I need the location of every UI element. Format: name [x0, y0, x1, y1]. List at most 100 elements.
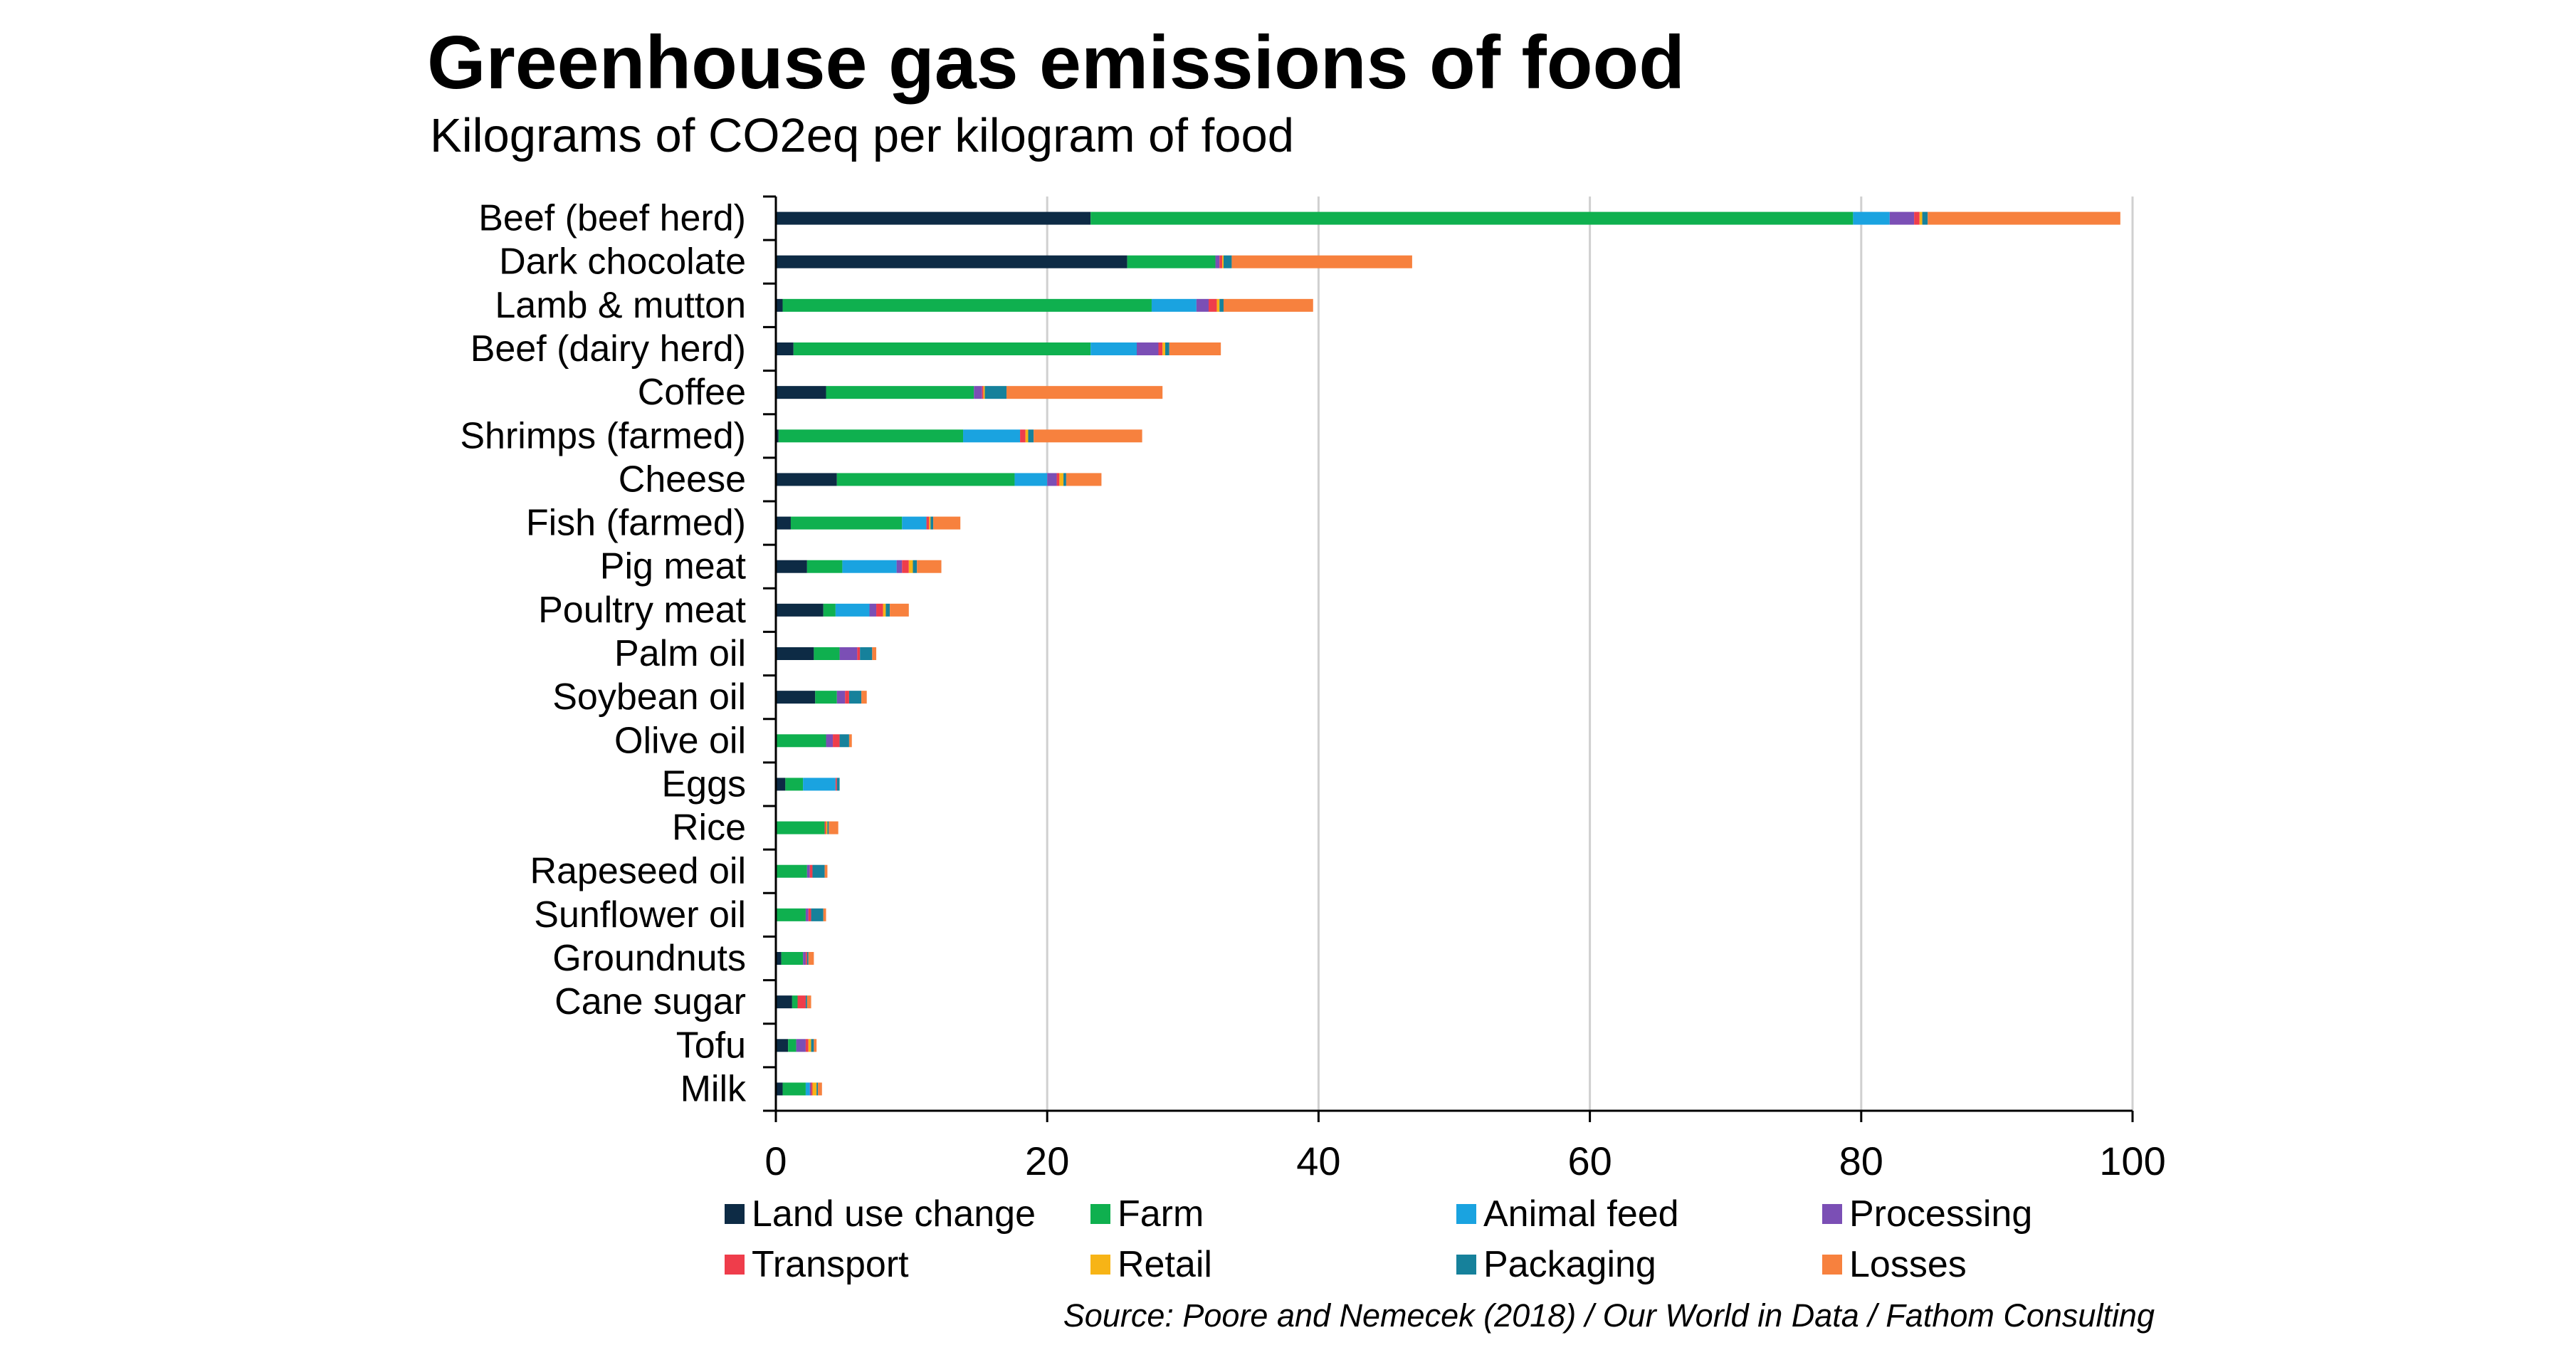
category-label: Shrimps (farmed): [460, 415, 746, 456]
bar-segment: [814, 647, 840, 660]
bar-segment: [1127, 255, 1216, 268]
bar-segment: [890, 603, 909, 617]
bar-segment: [788, 1039, 797, 1052]
bar-segment: [1090, 211, 1854, 225]
bar-segment: [842, 560, 897, 573]
bar-segment: [1136, 342, 1159, 355]
bar-segment: [885, 603, 890, 617]
bar-segment: [776, 342, 794, 355]
bar-segment: [793, 342, 1091, 355]
bar-segment: [824, 864, 828, 878]
bar-segment: [776, 908, 806, 921]
bar-segment: [1047, 473, 1057, 486]
bar-segment: [776, 473, 837, 486]
bar-segment: [781, 952, 804, 965]
bar-segment: [776, 386, 826, 399]
bar-segment: [861, 691, 867, 704]
bar-segment: [814, 1039, 817, 1052]
category-label: Cane sugar: [554, 981, 746, 1022]
bar-segment: [902, 516, 927, 530]
bar-segment: [811, 1039, 814, 1052]
category-label: Coffee: [638, 372, 746, 413]
bar-segment: [896, 560, 903, 573]
source-note: Source: Poore and Nemecek (2018) / Our W…: [1063, 1297, 2155, 1334]
bar-segment: [933, 516, 961, 530]
bar-segment: [806, 560, 843, 573]
bar-segment: [835, 778, 837, 791]
x-tick-label: 0: [764, 1139, 787, 1183]
bar-segment: [1919, 211, 1923, 225]
x-tick-label: 40: [1296, 1139, 1340, 1183]
bar-segment: [809, 1082, 811, 1096]
bar-segment: [776, 516, 791, 530]
category-label: Cheese: [619, 459, 746, 500]
bar-segment: [776, 691, 816, 704]
category-label: Palm oil: [614, 633, 746, 674]
category-label: Milk: [680, 1068, 747, 1109]
bar-segment: [811, 1082, 813, 1096]
bar-segment: [1066, 473, 1102, 486]
bar-segment: [776, 778, 786, 791]
bar-segment: [827, 821, 829, 834]
bar-segment: [839, 734, 849, 748]
bar-segment: [797, 995, 806, 1009]
bar-segment: [829, 821, 838, 834]
bar-segment: [963, 429, 1021, 443]
bar-segment: [776, 821, 825, 834]
bar-segment: [1216, 298, 1220, 312]
bar-segment: [826, 734, 834, 748]
bar-segment: [848, 734, 852, 748]
bar-segment: [823, 603, 836, 617]
bar-segment: [778, 429, 964, 443]
category-label: Dark chocolate: [499, 241, 746, 283]
category-label: Beef (beef herd): [478, 198, 746, 239]
bar-segment: [839, 647, 858, 660]
bar-segment: [902, 560, 909, 573]
bar-segment: [930, 516, 934, 530]
bar-segment: [826, 386, 974, 399]
bar-segment: [1165, 342, 1169, 355]
bar-segment: [1223, 255, 1232, 268]
bar-segment: [785, 778, 804, 791]
bar-segment: [792, 995, 798, 1009]
bar-segment: [809, 864, 813, 878]
bar-segment: [805, 952, 807, 965]
chart-title: Greenhouse gas emissions of food: [427, 21, 1686, 105]
bar-segment: [1231, 255, 1412, 268]
bar-segment: [836, 473, 1015, 486]
bar-segment: [823, 908, 826, 921]
bar-segment: [1215, 255, 1220, 268]
bar-segment: [1056, 473, 1060, 486]
bar-segment: [1158, 342, 1163, 355]
bar-segment: [803, 952, 806, 965]
bar-segment: [1059, 473, 1064, 486]
category-label: Olive oil: [614, 720, 746, 761]
bar-segment: [1020, 429, 1026, 443]
bar-segment: [805, 908, 809, 921]
bar-segment: [776, 603, 824, 617]
bar-segment: [808, 1039, 811, 1052]
bar-segment: [818, 1082, 822, 1096]
bar-segment: [796, 1039, 806, 1052]
category-label: Groundnuts: [552, 938, 746, 979]
bar-segment: [848, 691, 862, 704]
bar-segment: [1889, 211, 1915, 225]
bar-segment: [929, 516, 931, 530]
bar-segment: [805, 1082, 810, 1096]
bar-segment: [806, 864, 810, 878]
bar-segment: [811, 908, 824, 921]
bar-segment: [806, 952, 809, 965]
x-tick-label: 80: [1839, 1139, 1883, 1183]
bar-segment: [1914, 211, 1920, 225]
bar-segment: [808, 908, 811, 921]
bar-segment: [776, 734, 826, 748]
bar-segment: [782, 298, 1152, 312]
bar-segment: [776, 995, 792, 1009]
bar-segment: [883, 603, 886, 617]
category-label: Pig meat: [600, 546, 747, 587]
bar-segment: [805, 1039, 809, 1052]
bar-segment: [776, 647, 814, 660]
bar-segment: [776, 952, 782, 965]
bar-segment: [812, 864, 825, 878]
category-label: Tofu: [676, 1025, 746, 1066]
